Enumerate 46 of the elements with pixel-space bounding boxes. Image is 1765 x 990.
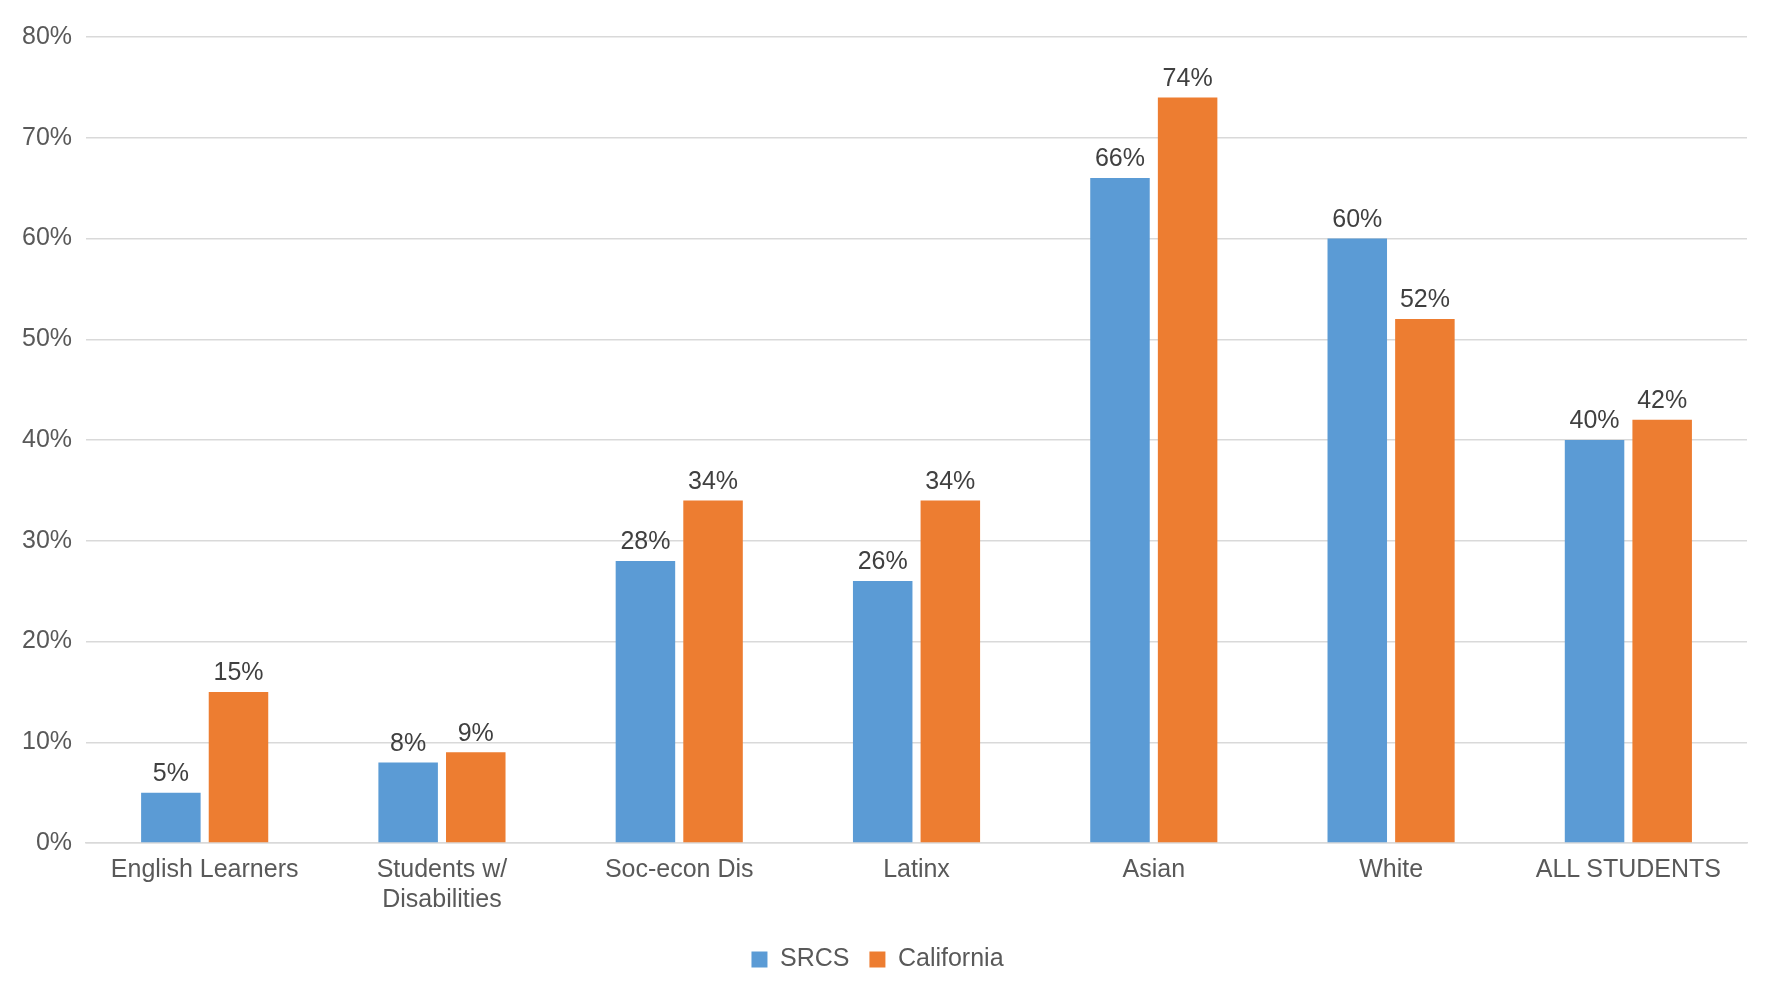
- x-tick-label: Latinx: [883, 853, 951, 882]
- y-tick-label: 30%: [21, 524, 73, 553]
- data-label: 8%: [390, 727, 427, 756]
- bar: [615, 560, 676, 843]
- y-tick-label: 40%: [21, 423, 73, 452]
- y-tick-label: 20%: [21, 625, 73, 654]
- bar: [1327, 238, 1388, 843]
- bar: [1157, 97, 1218, 843]
- bar: [1564, 440, 1625, 843]
- data-label: 40%: [1569, 405, 1620, 434]
- data-label: 52%: [1399, 284, 1450, 313]
- data-label: 26%: [857, 546, 908, 575]
- x-tick-label: Soc-econ Dis: [604, 853, 754, 882]
- y-tick-label: 60%: [21, 222, 73, 251]
- y-tick-label: 10%: [21, 726, 73, 755]
- data-label: 42%: [1637, 385, 1688, 414]
- y-tick-label: 80%: [21, 20, 73, 49]
- data-label: 5%: [152, 758, 189, 787]
- y-tick-label: 50%: [21, 323, 73, 352]
- bar: [208, 691, 269, 843]
- x-tick-label: Asian: [1122, 853, 1186, 882]
- data-label: 34%: [688, 465, 739, 494]
- data-label: 9%: [457, 717, 494, 746]
- bar: [683, 500, 743, 843]
- data-label: 28%: [620, 526, 671, 555]
- bar: [1395, 319, 1455, 843]
- bar: [920, 500, 981, 843]
- x-tick-label: ALL STUDENTS: [1535, 853, 1721, 882]
- legend-label: SRCS: [779, 943, 850, 972]
- bar: [1632, 419, 1692, 843]
- legend-label: California: [897, 943, 1004, 972]
- data-label: 74%: [1162, 62, 1213, 91]
- bar: [141, 792, 201, 843]
- y-tick-label: 70%: [21, 121, 73, 150]
- x-tick-label: Students w/ Disabilities: [376, 853, 508, 912]
- bar: [852, 581, 913, 843]
- x-tick-label: White: [1359, 853, 1424, 882]
- bar: [446, 752, 506, 843]
- data-label: 15%: [213, 657, 264, 686]
- y-tick-label: 0%: [35, 826, 73, 855]
- bar: [1090, 178, 1150, 843]
- data-label: 60%: [1332, 203, 1383, 232]
- x-tick-label: English Learners: [110, 853, 299, 882]
- data-label: 34%: [925, 465, 976, 494]
- bar: [378, 762, 438, 843]
- data-label: 66%: [1094, 143, 1146, 172]
